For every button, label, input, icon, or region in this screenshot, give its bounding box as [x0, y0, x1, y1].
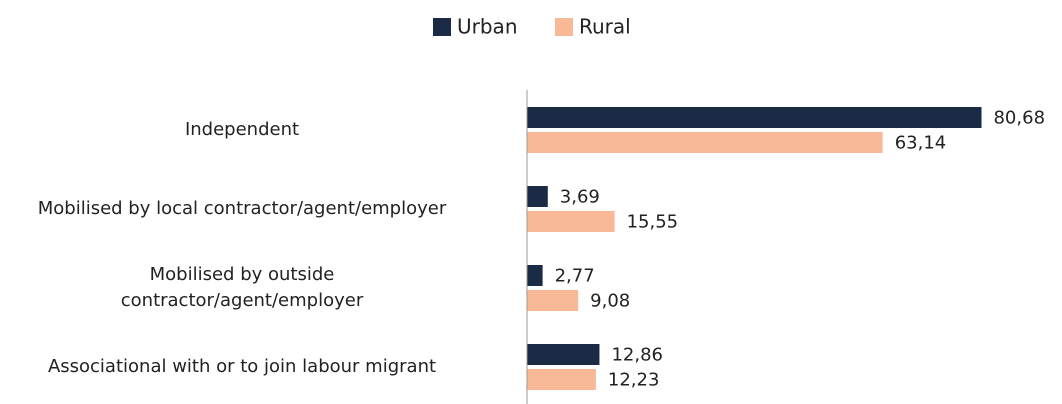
value-label: 15,55: [627, 212, 679, 233]
bar: [527, 265, 543, 286]
legend-swatch: [555, 18, 573, 36]
bar: [527, 211, 615, 232]
bar: [527, 132, 883, 153]
category-label: Mobilised by local contractor/agent/empl…: [37, 198, 447, 219]
category-label: Independent: [184, 119, 300, 140]
value-label: 63,14: [895, 133, 947, 154]
value-label: 12,23: [608, 370, 660, 391]
legend-label: Rural: [579, 15, 631, 39]
bar: [527, 290, 579, 311]
value-label: 3,69: [560, 187, 600, 208]
bar: [527, 369, 596, 390]
category-label: Mobilised by outside contractor/agent/em…: [120, 264, 364, 311]
legend-label: Urban: [457, 15, 518, 39]
bar: [527, 107, 982, 128]
value-label: 9,08: [590, 291, 630, 312]
category-label: Associational with or to join labour mig…: [47, 356, 437, 377]
value-label: 80,68: [993, 108, 1045, 129]
value-label: 12,86: [611, 345, 663, 366]
bar: [527, 344, 600, 365]
value-label: 2,77: [555, 266, 595, 287]
bar: [527, 186, 548, 207]
legend-swatch: [433, 18, 451, 36]
